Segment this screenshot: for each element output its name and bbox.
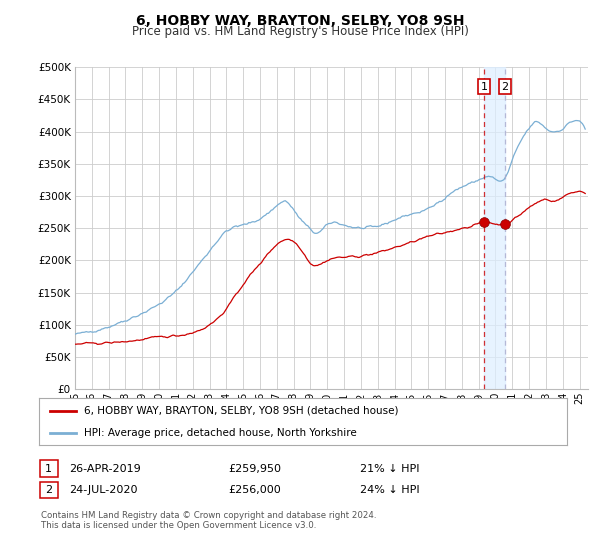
Text: 6, HOBBY WAY, BRAYTON, SELBY, YO8 9SH (detached house): 6, HOBBY WAY, BRAYTON, SELBY, YO8 9SH (d…: [84, 406, 398, 416]
Text: Price paid vs. HM Land Registry's House Price Index (HPI): Price paid vs. HM Land Registry's House …: [131, 25, 469, 38]
Text: 6, HOBBY WAY, BRAYTON, SELBY, YO8 9SH: 6, HOBBY WAY, BRAYTON, SELBY, YO8 9SH: [136, 14, 464, 28]
Text: 2: 2: [502, 82, 508, 91]
Text: Contains HM Land Registry data © Crown copyright and database right 2024.
This d: Contains HM Land Registry data © Crown c…: [41, 511, 376, 530]
Text: 2: 2: [45, 485, 52, 495]
Text: 26-APR-2019: 26-APR-2019: [69, 464, 141, 474]
Text: 1: 1: [45, 464, 52, 474]
Text: 24-JUL-2020: 24-JUL-2020: [69, 485, 137, 495]
Text: 1: 1: [481, 82, 488, 91]
Text: £256,000: £256,000: [228, 485, 281, 495]
Text: 24% ↓ HPI: 24% ↓ HPI: [360, 485, 419, 495]
Text: £259,950: £259,950: [228, 464, 281, 474]
Text: 21% ↓ HPI: 21% ↓ HPI: [360, 464, 419, 474]
Bar: [484, 67, 505, 389]
Text: HPI: Average price, detached house, North Yorkshire: HPI: Average price, detached house, Nort…: [84, 428, 356, 438]
